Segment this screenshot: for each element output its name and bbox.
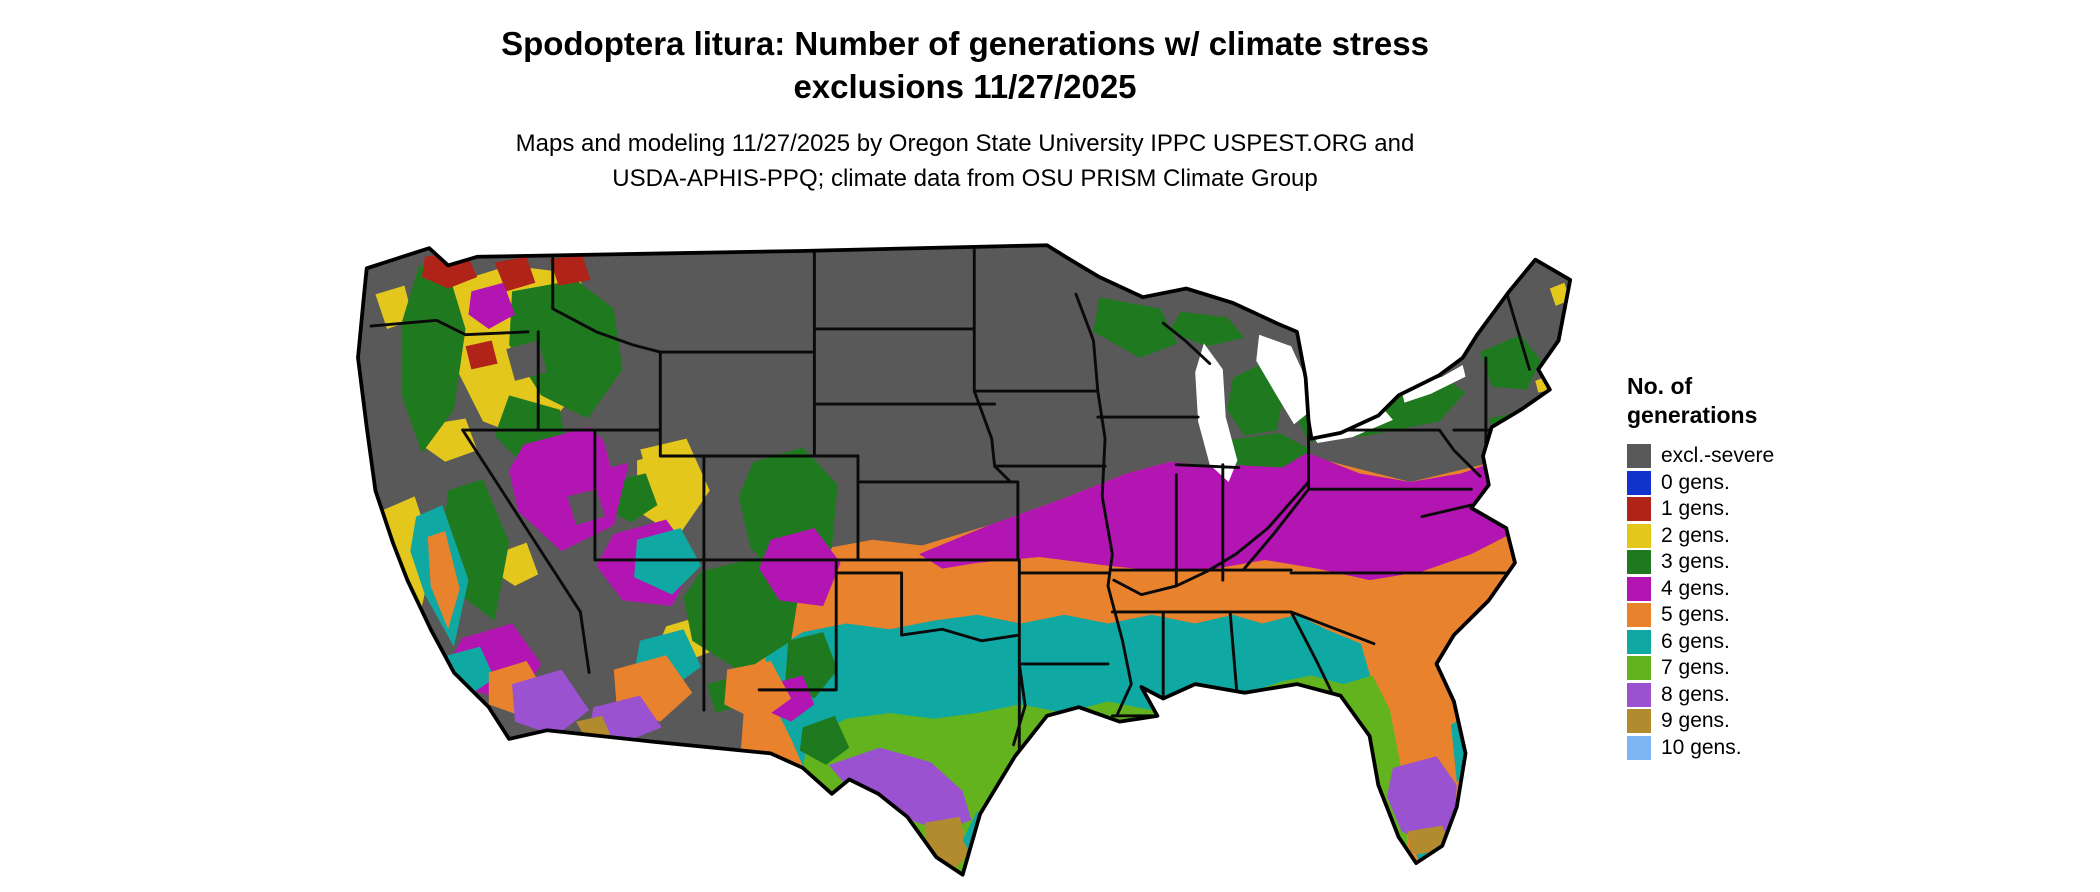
page-title-line2: exclusions 11/27/2025: [793, 68, 1137, 105]
legend-swatch-3-gens: [1627, 550, 1651, 575]
page-subtitle-line1: Maps and modeling 11/27/2025 by Oregon S…: [515, 130, 1415, 157]
legend-item: 4 gens.: [1627, 576, 1917, 603]
legend-label: 0 gens.: [1661, 470, 1730, 494]
us-generations-map: [342, 225, 1592, 892]
legend-title-line2: generations: [1627, 402, 1758, 428]
map-region-9-gens: [924, 816, 1452, 875]
legend-title-line1: No. of: [1627, 373, 1693, 399]
legend-label: 5 gens.: [1661, 603, 1730, 627]
page-title-line1: Spodoptera litura: Number of generations…: [501, 25, 1429, 62]
legend-swatch-9-gens: [1627, 709, 1651, 734]
legend-label: 6 gens.: [1661, 629, 1730, 653]
page-subtitle-line2: USDA-APHIS-PPQ; climate data from OSU PR…: [612, 165, 1318, 192]
legend-swatch-0-gens: [1627, 470, 1651, 495]
legend-swatch-6-gens: [1627, 629, 1651, 654]
legend-item: 9 gens.: [1627, 708, 1917, 735]
us-map-svg: [356, 243, 1573, 877]
legend-label: 1 gens.: [1661, 497, 1730, 521]
legend-swatch-7-gens: [1627, 656, 1651, 681]
legend-item: excl.-severe: [1627, 443, 1917, 470]
legend-swatch-10-gens: [1627, 735, 1651, 760]
map-band-4-gens: [919, 453, 1523, 581]
legend-item: 7 gens.: [1627, 655, 1917, 682]
legend-label: 2 gens.: [1661, 523, 1730, 547]
legend-label: 4 gens.: [1661, 576, 1730, 600]
legend-title: No. of generations: [1627, 372, 1917, 430]
legend-label: 8 gens.: [1661, 682, 1730, 706]
legend-swatch-1-gens: [1627, 497, 1651, 522]
legend-label: 10 gens.: [1661, 735, 1742, 759]
legend-swatch-5-gens: [1627, 603, 1651, 628]
page-subtitle: Maps and modeling 11/27/2025 by Oregon S…: [0, 126, 1930, 196]
legend-item: 8 gens.: [1627, 682, 1917, 709]
legend-item: 5 gens.: [1627, 602, 1917, 629]
page-title: Spodoptera litura: Number of generations…: [0, 22, 1930, 108]
legend-label: 3 gens.: [1661, 550, 1730, 574]
map-region-west-mottle: [375, 250, 850, 765]
legend-swatch-4-gens: [1627, 576, 1651, 601]
legend-item: 0 gens.: [1627, 470, 1917, 497]
legend: No. of generations excl.-severe 0 gens. …: [1627, 372, 1917, 761]
legend-swatch-excl-severe: [1627, 444, 1651, 469]
legend-swatch-8-gens: [1627, 682, 1651, 707]
legend-item: 6 gens.: [1627, 629, 1917, 656]
legend-label: 9 gens.: [1661, 709, 1730, 733]
map-region-8-gens: [828, 747, 1457, 846]
legend-item: 1 gens.: [1627, 496, 1917, 523]
legend-swatch-2-gens: [1627, 523, 1651, 548]
legend-item: 3 gens.: [1627, 549, 1917, 576]
legend-label: 7 gens.: [1661, 656, 1730, 680]
legend-item: 10 gens.: [1627, 735, 1917, 762]
map-state-borders: [369, 246, 1540, 758]
legend-item: 2 gens.: [1627, 523, 1917, 550]
legend-label: excl.-severe: [1661, 444, 1775, 468]
